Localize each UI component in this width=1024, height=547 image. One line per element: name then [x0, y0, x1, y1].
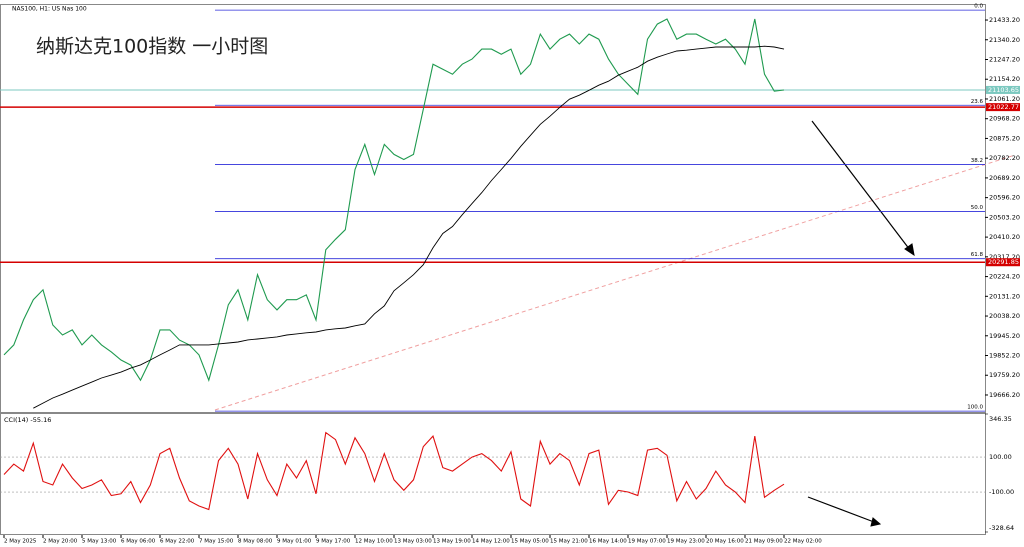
y-tick-label: 20689.20 [989, 174, 1020, 182]
y-tick-label: 21247.20 [989, 55, 1020, 63]
y-tick-label: 19945.20 [989, 332, 1020, 340]
y-tick-label: 21340.20 [989, 36, 1020, 44]
header: NAS100, H1: US Nas 100 [12, 6, 87, 13]
y-tick-label: 20782.20 [989, 154, 1020, 162]
y-tick-label: 19666.20 [989, 391, 1020, 399]
fib-label: 38.2 [971, 158, 983, 164]
x-tick-label: 20 May 16:00 [706, 539, 744, 545]
level-label: 20291.85 [988, 258, 1019, 266]
level-box [986, 258, 1020, 267]
x-tick-label: 2 May 2025 [4, 539, 37, 545]
x-tick-label: 9 May 17:00 [316, 539, 351, 545]
x-tick-label: 16 May 14:00 [589, 539, 627, 545]
y-tick-label: 20131.20 [989, 292, 1020, 300]
y-tick-label: 20596.20 [989, 194, 1020, 202]
y-tick-label: 21154.20 [989, 75, 1020, 83]
x-tick-label: 22 May 02:00 [784, 539, 822, 545]
x-tick-label: 19 May 07:00 [628, 539, 666, 545]
fib-label: 23.6 [971, 99, 984, 105]
y-tick-label: 20410.20 [989, 233, 1020, 241]
x-tick-label: 15 May 21:00 [550, 539, 588, 545]
level-label: 21022.77 [988, 103, 1019, 111]
level-box [986, 85, 1020, 94]
annotation: 纳斯达克100指数 一小时图 [36, 36, 268, 58]
trend-line [214, 154, 1016, 411]
y-tick-label: 20224.20 [989, 273, 1020, 281]
y-tick-label: 19759.20 [989, 371, 1020, 379]
x-tick-label: 14 May 12:00 [472, 539, 510, 545]
fib-label: 0.0 [974, 4, 983, 10]
y-tick-label: 20875.20 [989, 134, 1020, 142]
y-tick-label: 346.35 [989, 415, 1012, 423]
y-tick-label: 21061.20 [989, 95, 1020, 103]
y-tick-label: 20503.20 [989, 213, 1020, 221]
series-line [3, 431, 785, 511]
x-tick-label: 7 May 15:00 [199, 539, 234, 545]
x-tick-label: 8 May 08:00 [238, 539, 273, 545]
x-tick-label: 5 May 13:00 [82, 539, 117, 545]
x-tick-label: 21 May 09:00 [745, 539, 783, 545]
level-label: 21103.65 [988, 86, 1019, 94]
fib-label: 100.0 [967, 405, 983, 411]
price-panel [0, 4, 986, 413]
cci-panel [0, 413, 986, 535]
x-tick-label: 15 May 05:00 [511, 539, 549, 545]
y-tick-label: -100.00 [989, 488, 1014, 496]
y-tick-label: 20038.20 [989, 312, 1020, 320]
series-line [33, 45, 785, 409]
x-tick-label: 6 May 22:00 [160, 539, 195, 545]
y-tick-label: 20317.20 [989, 253, 1020, 261]
y-tick-label: 20968.20 [989, 115, 1020, 123]
x-tick-label: 13 May 19:00 [433, 539, 471, 545]
x-tick-label: 19 May 23:00 [667, 539, 705, 545]
fib-label: 50.0 [971, 205, 984, 211]
y-tick-label: 19852.20 [989, 352, 1020, 360]
cci-title: CCI(14) -55.16 [4, 416, 51, 424]
fib-label: 61.8 [971, 252, 984, 258]
x-tick-label: 9 May 01:00 [277, 539, 312, 545]
x-tick-label: 12 May 10:00 [355, 539, 393, 545]
x-tick-label: 13 May 03:00 [394, 539, 432, 545]
y-tick-label: -328.64 [989, 524, 1014, 532]
y-tick-label: 21433.20 [989, 16, 1020, 24]
y-tick-label: 100.00 [989, 453, 1012, 461]
x-tick-label: 6 May 06:00 [121, 539, 156, 545]
x-tick-label: 2 May 20:00 [43, 539, 78, 545]
arrow [807, 120, 915, 527]
series-line [3, 18, 785, 382]
level-box [986, 103, 1020, 112]
